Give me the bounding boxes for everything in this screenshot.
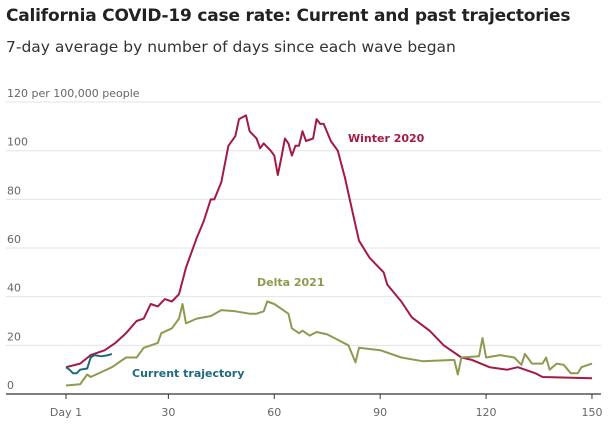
series-line-current-trajectory [65,352,113,375]
y-tick-label: 80 [7,184,21,197]
series-line-winter-2020 [65,114,593,380]
x-tick-label: 120 [476,406,497,419]
series-label: Delta 2021 [257,276,325,289]
chart-subtitle: 7-day average by number of days since ea… [6,38,456,56]
y-tick-label: 120 per 100,000 people [7,87,140,100]
y-tick-label: 60 [7,233,21,246]
x-tick-label: 60 [267,406,281,419]
series-label: Winter 2020 [348,132,425,145]
chart-title: California COVID-19 case rate: Current a… [6,6,571,26]
y-tick-label: 20 [7,330,21,343]
y-tick-label: 0 [7,379,14,392]
y-tick-label: 40 [7,282,21,295]
y-tick-label: 100 [7,136,28,149]
x-tick-label: 90 [373,406,387,419]
x-tick-label: Day 1 [50,406,82,419]
series-label: Current trajectory [132,367,244,380]
x-tick-label: 30 [161,406,175,419]
series-line-delta-2021 [65,300,593,387]
x-tick-label: 150 [581,406,602,419]
